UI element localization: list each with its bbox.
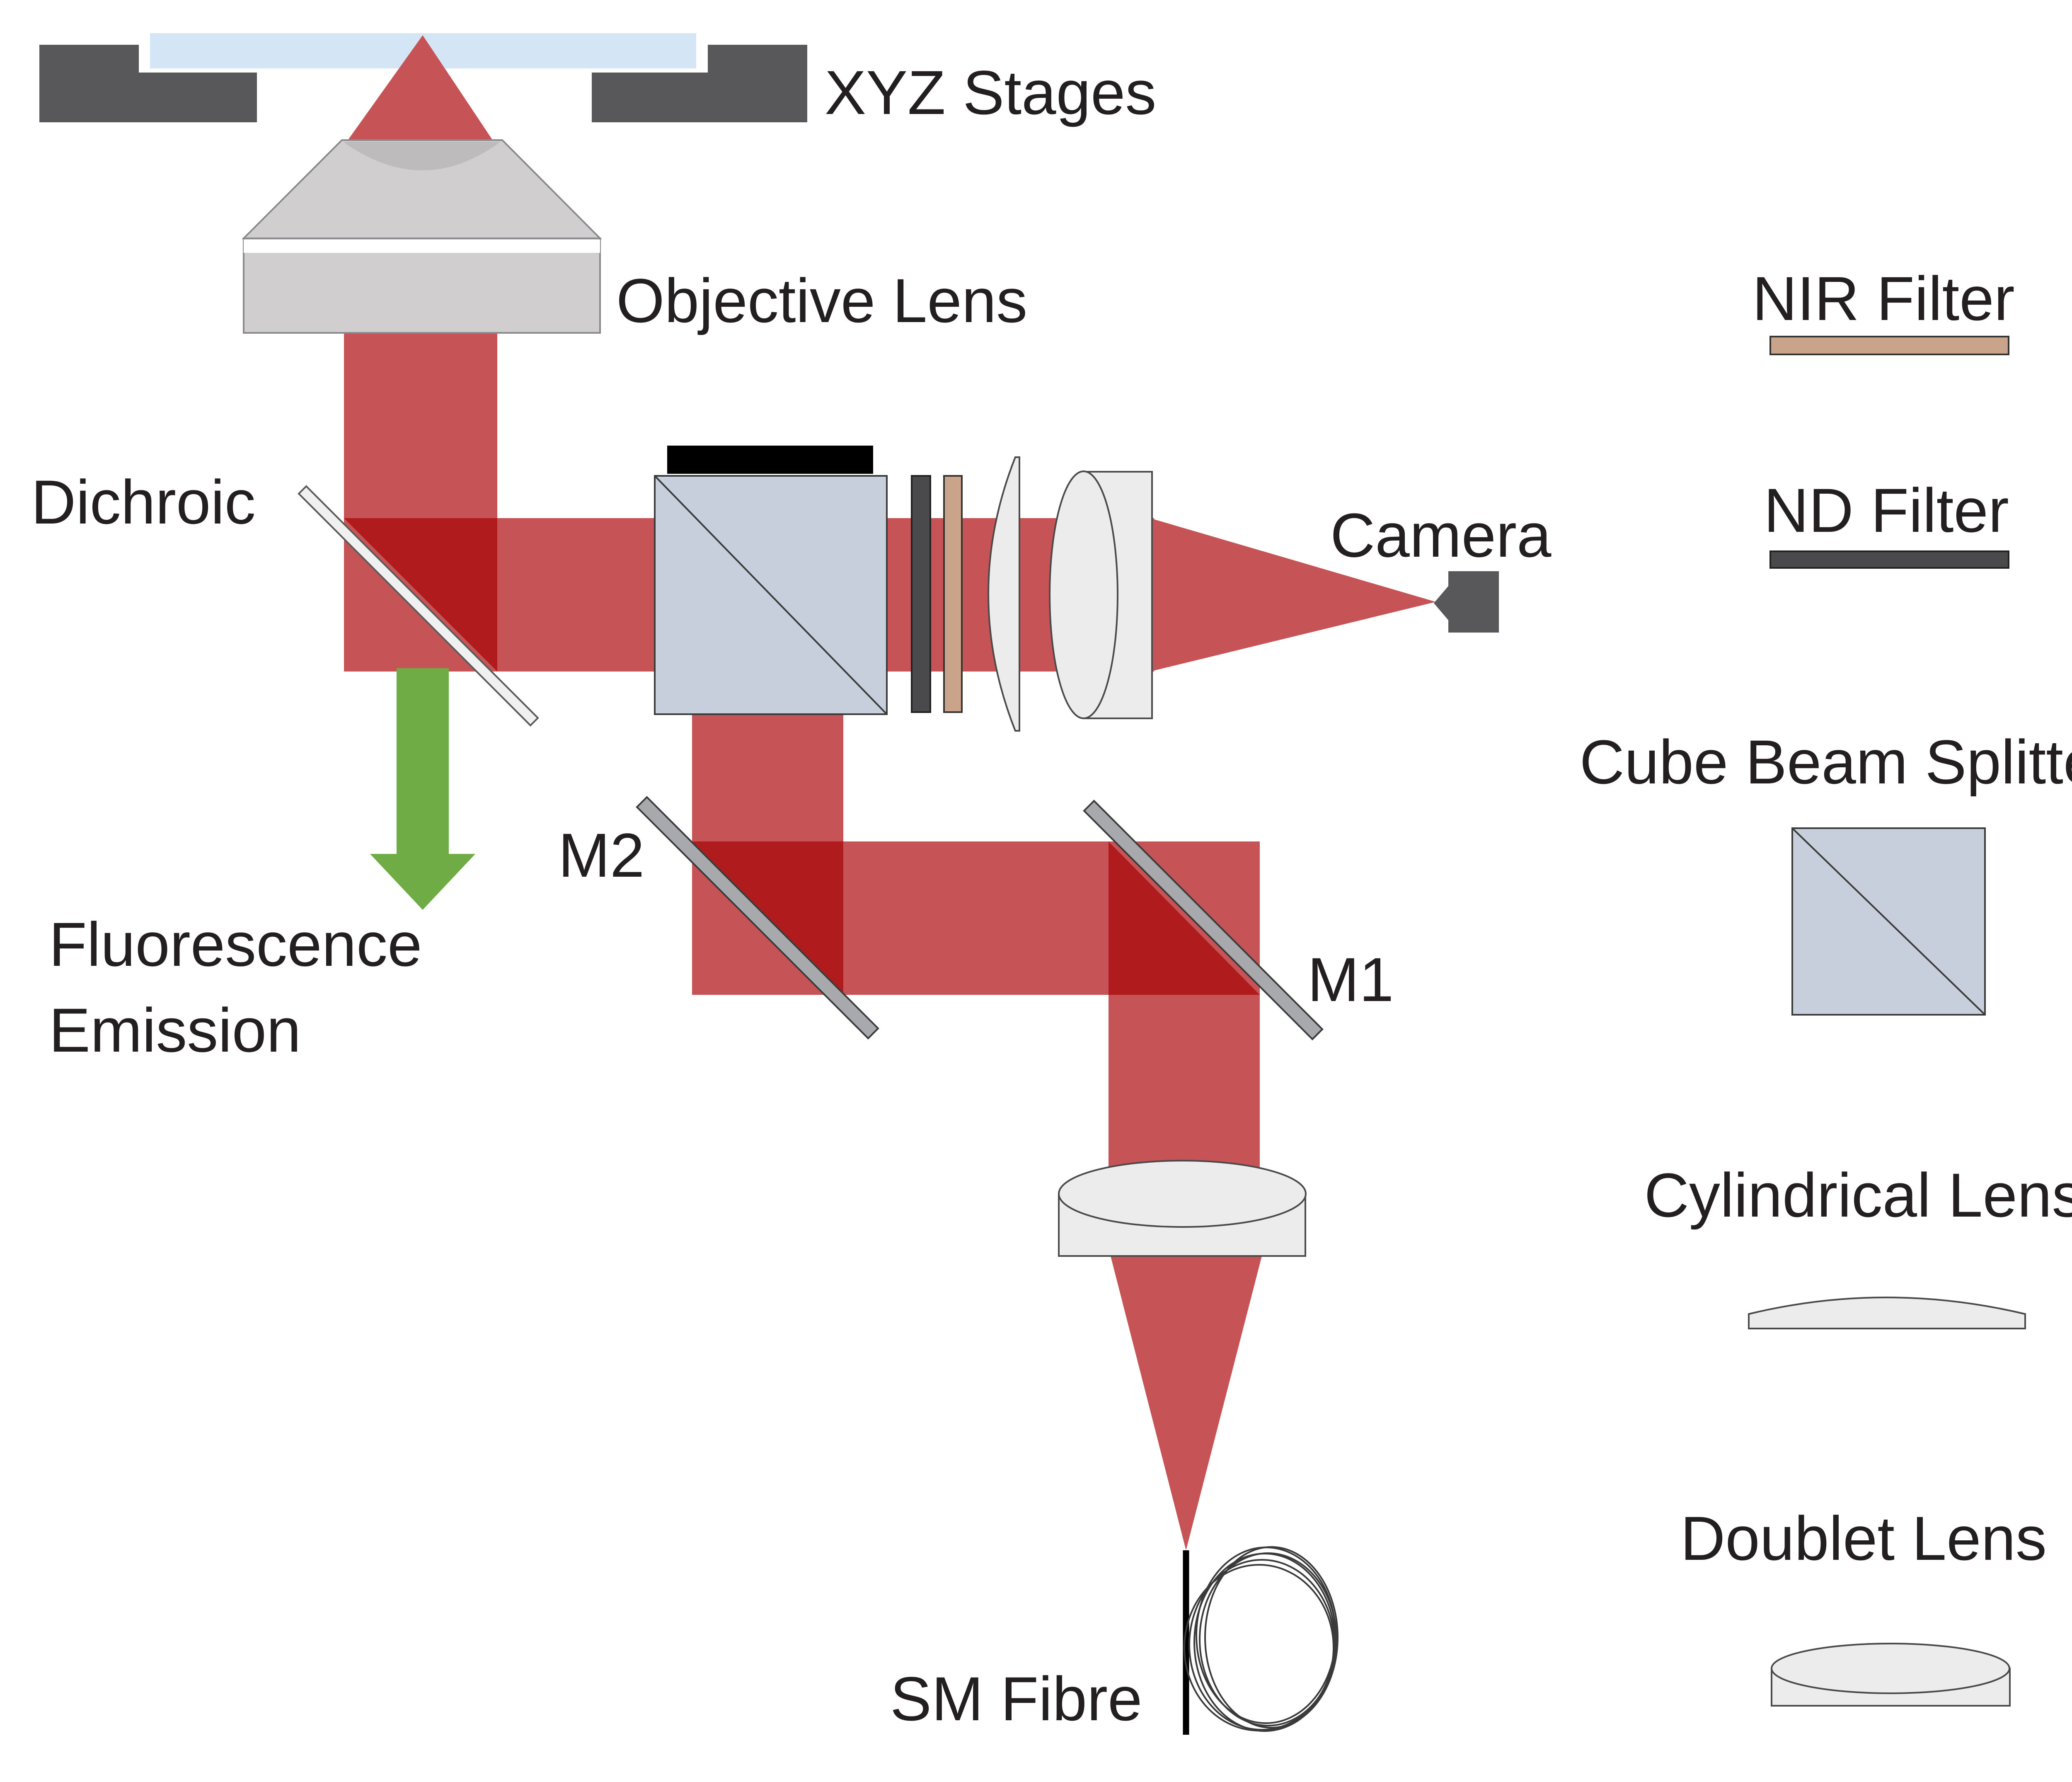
- nir-filter-inline: [943, 475, 963, 713]
- cylindrical-lens-inline: [988, 456, 1020, 732]
- beam-objective-dichroic: [344, 332, 497, 520]
- cube-beam-splitter: [654, 446, 888, 715]
- legend: NIR Filter ND Filter Cube Beam Splitter …: [1580, 264, 2072, 1707]
- label-xyz-stages: XYZ Stages: [825, 58, 1156, 127]
- focus-cone: [347, 35, 493, 141]
- label-m1: M1: [1307, 945, 1394, 1014]
- legend-cube-beam-splitter-swatch: [1791, 827, 1986, 1016]
- fluorescence-arrow-icon: [370, 668, 475, 910]
- label-fluorescence-line2: Emission: [49, 995, 301, 1065]
- stage-right: [592, 45, 807, 122]
- nd-filter-inline: [911, 475, 931, 713]
- label-camera: Camera: [1330, 500, 1552, 570]
- legend-nd-filter-label: ND Filter: [1764, 475, 2009, 545]
- legend-cylindrical-lens-swatch: [1748, 1297, 2026, 1329]
- objective-lens: [242, 139, 602, 334]
- camera-icon: [1434, 571, 1499, 633]
- label-m2: M2: [558, 820, 644, 890]
- camera-cone: [1150, 518, 1436, 672]
- doublet-lens-inline: [1049, 470, 1153, 719]
- dichroic-mirror: [298, 485, 539, 727]
- fibre-cone: [1111, 1256, 1262, 1550]
- legend-cube-beam-splitter-label: Cube Beam Splitter: [1580, 727, 2072, 797]
- m1-overlap: [1109, 841, 1260, 995]
- m1-mirror: [1083, 800, 1324, 1040]
- splitter-mount: [667, 446, 873, 474]
- doublet-lens-fibre: [1058, 1160, 1307, 1257]
- dichroic-overlap: [344, 518, 497, 672]
- label-dichroic: Dichroic: [31, 467, 256, 537]
- legend-doublet-lens-swatch: [1771, 1643, 2011, 1707]
- legend-nir-filter-swatch: [1769, 336, 2009, 355]
- legend-doublet-lens-label: Doublet Lens: [1680, 1503, 2047, 1573]
- legend-nir-filter-label: NIR Filter: [1752, 264, 2014, 333]
- label-sm-fibre: SM Fibre: [890, 1664, 1142, 1734]
- label-fluorescence-line1: Fluorescence: [49, 909, 422, 979]
- stage-left: [39, 45, 257, 122]
- label-objective-lens: Objective Lens: [616, 266, 1027, 335]
- sm-fibre: [1183, 1546, 1339, 1735]
- legend-nd-filter-swatch: [1769, 550, 2009, 569]
- m2-mirror: [636, 796, 879, 1040]
- legend-cylindrical-lens-label: Cylindrical Lens: [1644, 1160, 2072, 1230]
